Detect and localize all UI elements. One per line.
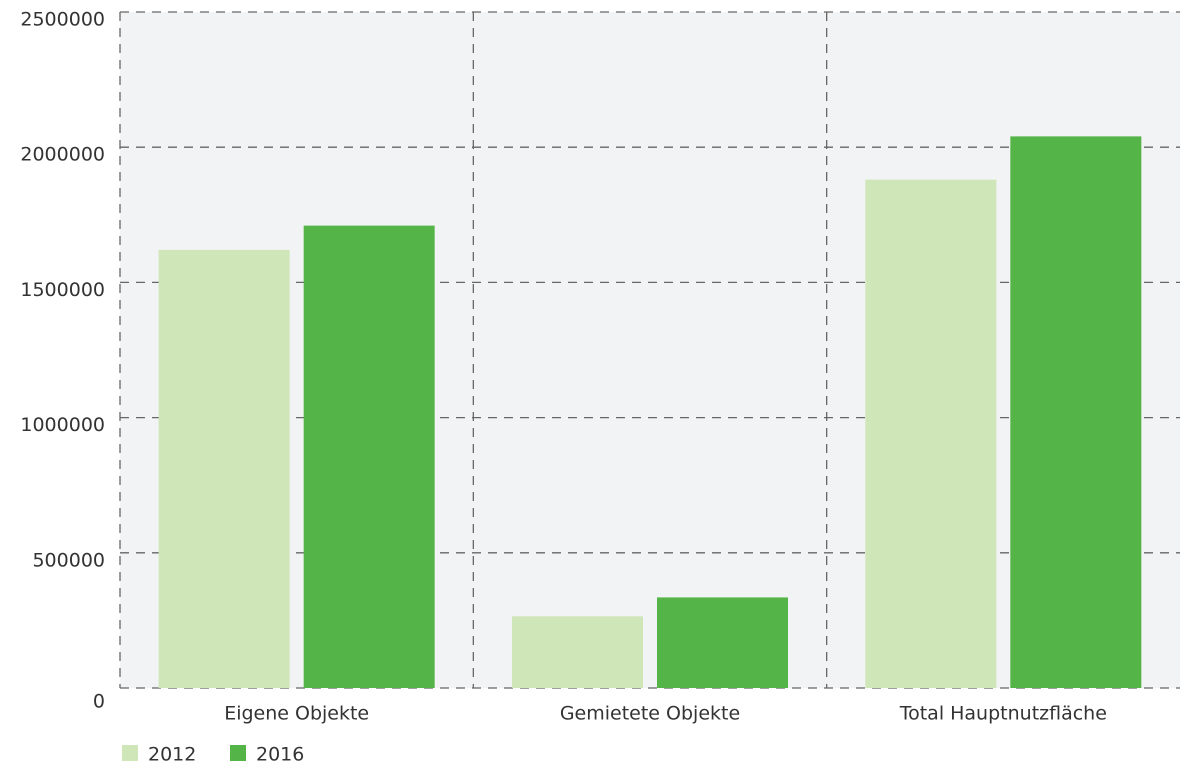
y-tick-label: 1500000 xyxy=(20,279,105,301)
bar xyxy=(303,225,435,688)
y-tick-label: 2000000 xyxy=(20,144,105,166)
y-tick-label: 2500000 xyxy=(20,9,105,31)
y-tick-label: 0 xyxy=(93,691,105,713)
y-tick-label: 1000000 xyxy=(20,414,105,436)
bar xyxy=(158,249,290,688)
bar xyxy=(512,616,643,688)
x-tick-label: Gemietete Objekte xyxy=(560,703,740,725)
bar xyxy=(657,597,788,688)
bar xyxy=(1010,136,1142,688)
legend-label: 2012 xyxy=(148,744,196,764)
x-tick-label: Eigene Objekte xyxy=(224,703,369,725)
x-tick-label: Total Hauptnutzfläche xyxy=(899,703,1107,725)
legend-swatch xyxy=(230,745,246,761)
bar xyxy=(865,179,997,688)
plot-background xyxy=(120,12,1180,688)
legend-label: 2016 xyxy=(256,744,304,764)
y-tick-label: 500000 xyxy=(32,549,105,571)
legend-swatch xyxy=(122,745,138,761)
